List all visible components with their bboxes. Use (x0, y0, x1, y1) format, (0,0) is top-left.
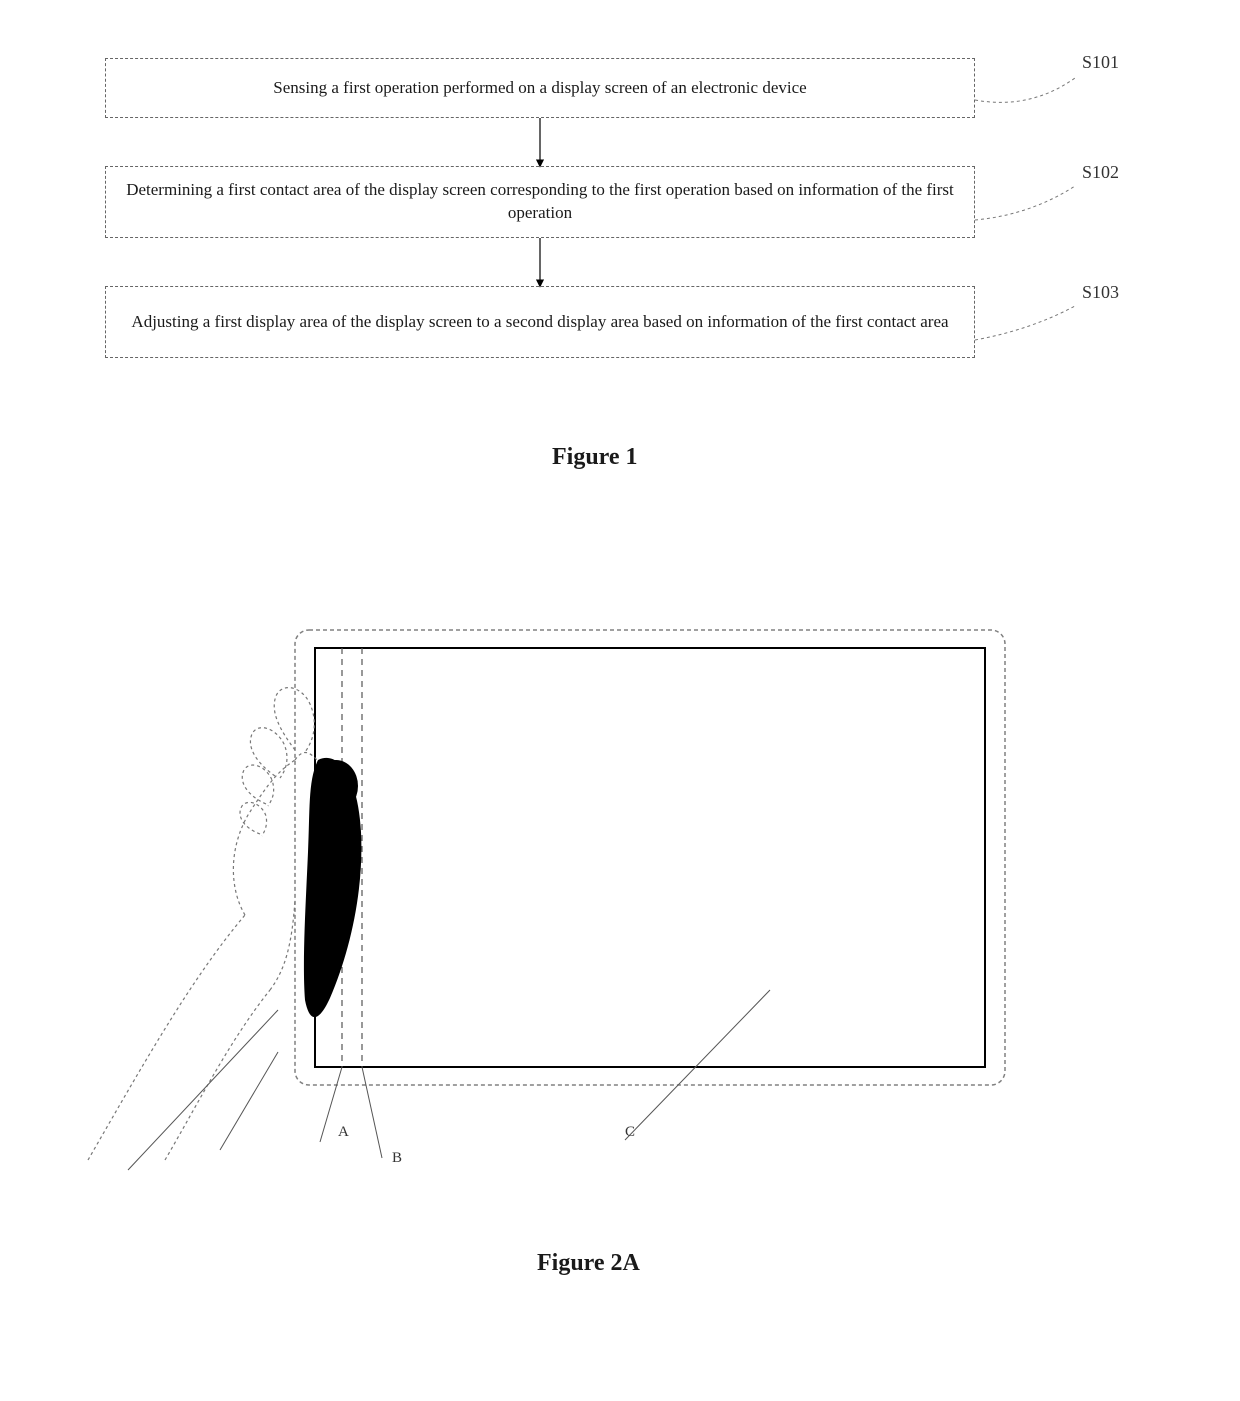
label-a: A (338, 1124, 349, 1140)
label-c: C (625, 1124, 635, 1140)
label-b: B (392, 1150, 402, 1166)
page-root: Sensing a first operation performed on a… (0, 0, 1240, 1401)
figure1-caption: Figure 1 (552, 444, 638, 471)
hand-sketch (88, 688, 317, 1160)
figure2a-caption: Figure 2A (537, 1250, 640, 1277)
flowchart-connectors (0, 0, 1240, 400)
device-screen (315, 648, 985, 1067)
figure2a-illustration: A B C (70, 600, 1120, 1200)
thumb-tip (314, 760, 358, 812)
